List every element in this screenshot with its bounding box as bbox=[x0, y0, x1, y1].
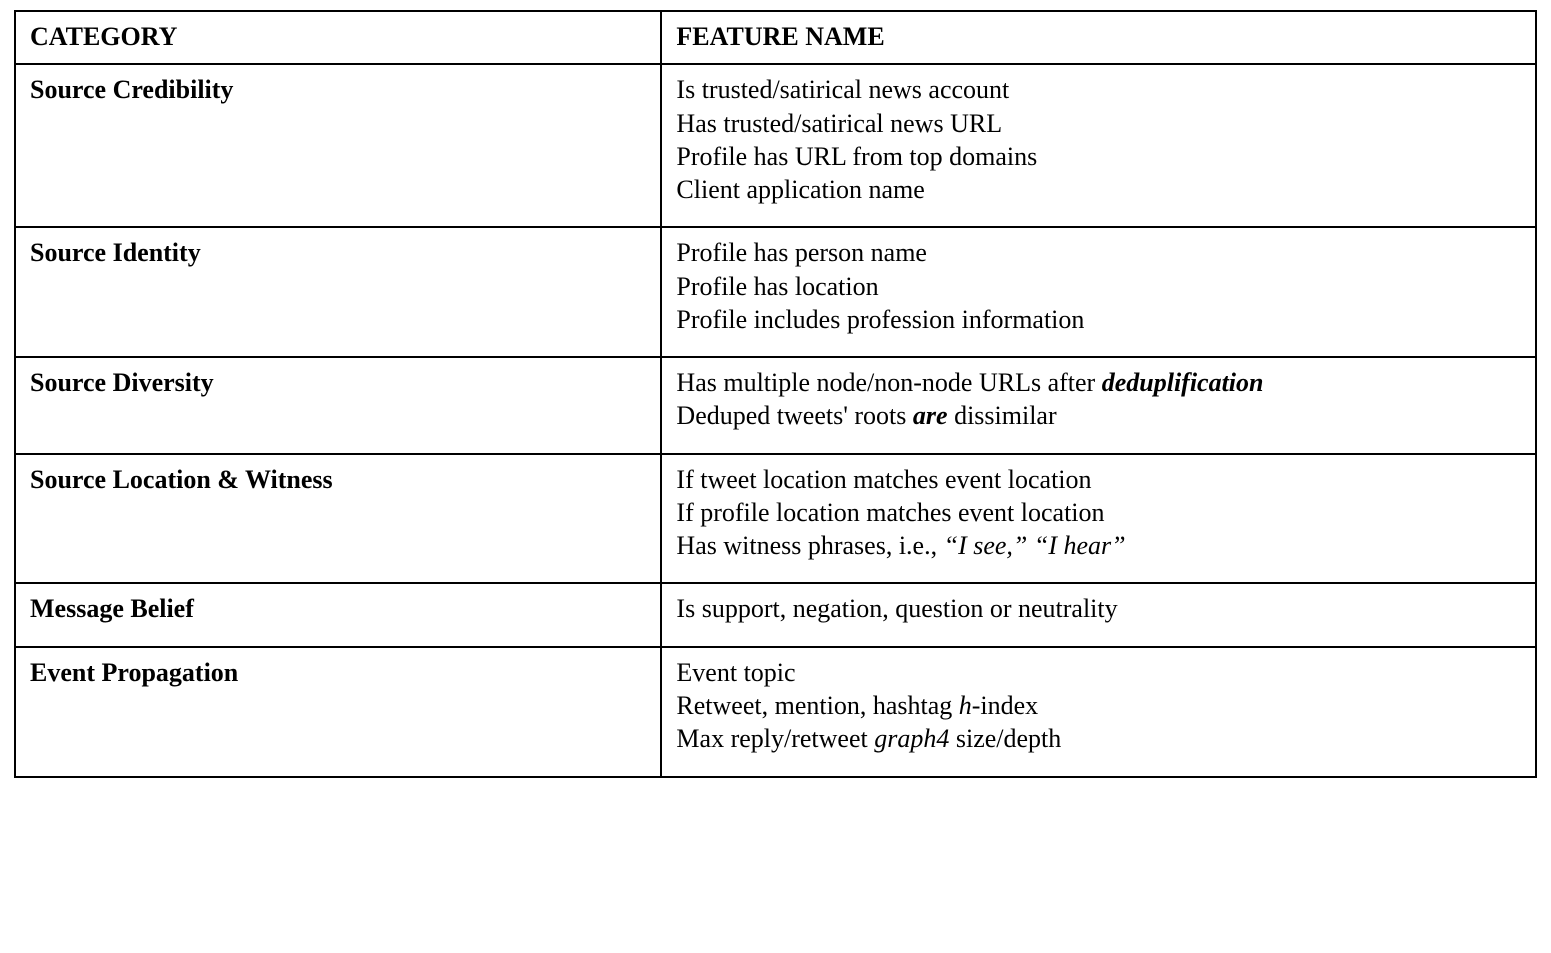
text-run: Has witness phrases, i.e., bbox=[676, 531, 943, 560]
category-cell: Source Credibility bbox=[15, 64, 661, 227]
feature-line: Profile has URL from top domains bbox=[676, 140, 1521, 173]
text-run: Has trusted/satirical news URL bbox=[676, 109, 1002, 138]
text-run: Event topic bbox=[676, 658, 795, 687]
category-cell: Source Diversity bbox=[15, 357, 661, 454]
feature-cell: Profile has person name Profile has locat… bbox=[661, 227, 1536, 357]
table-row: Message Belief Is support, negation, ques… bbox=[15, 583, 1536, 646]
feature-line: Is trusted/satirical news account bbox=[676, 73, 1521, 106]
text-run: -index bbox=[972, 691, 1038, 720]
category-cell: Source Identity bbox=[15, 227, 661, 357]
text-run: Profile has location bbox=[676, 272, 878, 301]
feature-line: Event topic bbox=[676, 656, 1521, 689]
feature-line: If profile location matches event locati… bbox=[676, 496, 1521, 529]
table-header-row: CATEGORY FEATURE NAME bbox=[15, 11, 1536, 64]
category-cell: Event Propagation bbox=[15, 647, 661, 777]
feature-line: Is support, negation, question or neutra… bbox=[676, 592, 1521, 625]
text-run: Has multiple node/non-node URLs after bbox=[676, 368, 1101, 397]
header-category: CATEGORY bbox=[15, 11, 661, 64]
feature-line: Has witness phrases, i.e., “I see,” “I h… bbox=[676, 529, 1521, 562]
feature-line: Retweet, mention, hashtag h-index bbox=[676, 689, 1521, 722]
table-row: Source IdentityProfile has person namePr… bbox=[15, 227, 1536, 357]
text-run: Profile includes profession information bbox=[676, 305, 1084, 334]
text-run: Deduped tweets' roots bbox=[676, 401, 912, 430]
text-run: “I see,” “I hear” bbox=[944, 531, 1126, 560]
text-run: Profile has person name bbox=[676, 238, 927, 267]
feature-cell: Event topicRetweet, mention, hashtag h-i… bbox=[661, 647, 1536, 777]
header-feature-name: FEATURE NAME bbox=[661, 11, 1536, 64]
text-run: size/depth bbox=[949, 724, 1061, 753]
text-run: h bbox=[959, 691, 972, 720]
feature-line: Profile has location bbox=[676, 270, 1521, 303]
category-cell: Message Belief bbox=[15, 583, 661, 646]
category-cell: Source Location & Witness bbox=[15, 454, 661, 584]
text-run: Is trusted/satirical news account bbox=[676, 75, 1009, 104]
text-run: dissimilar bbox=[948, 401, 1057, 430]
feature-line: Has multiple node/non-node URLs after de… bbox=[676, 366, 1521, 399]
feature-line: Client application name bbox=[676, 173, 1521, 206]
table-row: Event PropagationEvent topicRetweet, men… bbox=[15, 647, 1536, 777]
feature-line: Has trusted/satirical news URL bbox=[676, 107, 1521, 140]
feature-line: Profile includes profession information bbox=[676, 303, 1521, 336]
text-run: Profile has URL from top domains bbox=[676, 142, 1037, 171]
table-row: Source CredibilityIs trusted/satirical n… bbox=[15, 64, 1536, 227]
table-row: Source Location & WitnessIf tweet locati… bbox=[15, 454, 1536, 584]
feature-line: If tweet location matches event location bbox=[676, 463, 1521, 496]
feature-line: Profile has person name bbox=[676, 236, 1521, 269]
text-run: If profile location matches event locati… bbox=[676, 498, 1104, 527]
text-run: If tweet location matches event location bbox=[676, 465, 1091, 494]
text-run: Is support, negation, question or neutra… bbox=[676, 594, 1117, 623]
table-body: Source CredibilityIs trusted/satirical n… bbox=[15, 64, 1536, 776]
text-run: Retweet, mention, hashtag bbox=[676, 691, 958, 720]
text-run: deduplification bbox=[1102, 368, 1264, 397]
feature-cell: Is trusted/satirical news account Has tru… bbox=[661, 64, 1536, 227]
text-run: Client application name bbox=[676, 175, 924, 204]
feature-line: Deduped tweets' roots are dissimilar bbox=[676, 399, 1521, 432]
text-run: Max reply/retweet bbox=[676, 724, 874, 753]
text-run: are bbox=[913, 401, 948, 430]
feature-table: CATEGORY FEATURE NAME Source Credibility… bbox=[14, 10, 1537, 778]
feature-cell: Is support, negation, question or neutra… bbox=[661, 583, 1536, 646]
feature-line: Max reply/retweet graph4 size/depth bbox=[676, 722, 1521, 755]
table-row: Source Diversity Has multiple node/non-no… bbox=[15, 357, 1536, 454]
text-run: graph4 bbox=[874, 724, 949, 753]
feature-cell: Has multiple node/non-node URLs after de… bbox=[661, 357, 1536, 454]
feature-cell: If tweet location matches event location… bbox=[661, 454, 1536, 584]
